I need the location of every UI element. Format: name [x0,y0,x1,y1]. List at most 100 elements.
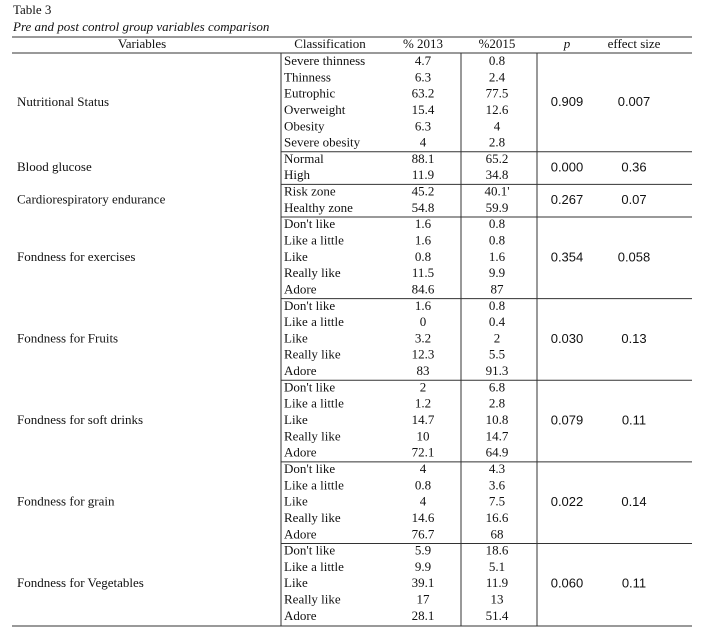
value-2013: 0.8 [415,477,431,492]
classification: Really like [284,428,341,443]
value-2015: 51.4 [486,608,509,623]
column-header: p [563,36,571,51]
value-2015: 77.5 [486,86,509,101]
p-value: 0.354 [551,249,584,264]
value-2015: 59.9 [486,200,509,215]
p-value: 0.000 [551,160,584,175]
classification: Adore [284,363,317,378]
column-header: effect size [608,36,661,51]
value-2015: 2.4 [489,69,506,84]
value-2013: 28.1 [412,608,435,623]
column-header: Classification [294,36,366,51]
value-2015: 9.9 [489,265,505,280]
classification: Really like [284,347,341,362]
value-2013: 5.9 [415,543,431,558]
value-2013: 12.3 [412,347,435,362]
value-2013: 83 [417,363,430,378]
effect-size: 0.058 [618,249,651,264]
effect-size: 0.36 [621,160,646,175]
classification: Like a little [284,314,344,329]
p-value: 0.060 [551,576,584,591]
value-2013: 0 [420,314,427,329]
classification: Like [284,494,308,509]
value-2013: 1.6 [415,233,432,248]
p-value: 0.030 [551,331,584,346]
classification: Normal [284,151,324,166]
classification: Don't like [284,543,335,558]
value-2015: 0.8 [489,298,505,313]
value-2015: 87 [491,281,505,296]
p-value: 0.909 [551,94,584,109]
value-2015: 2 [494,330,501,345]
classification: Adore [284,281,317,296]
value-2013: 4.7 [415,53,432,68]
value-2015: 10.8 [486,412,509,427]
variable-name: Cardiorespiratory endurance [17,192,166,207]
classification: Like a little [284,477,344,492]
value-2015: 0.8 [489,53,505,68]
value-2015: 5.1 [489,559,505,574]
effect-size: 0.007 [618,94,651,109]
value-2013: 3.2 [415,330,431,345]
classification: Adore [284,526,317,541]
value-2013: 4 [420,135,427,150]
classification: Severe thinness [284,53,365,68]
classification: Really like [284,265,341,280]
value-2015: 4.3 [489,461,505,476]
value-2013: 1.6 [415,216,432,231]
value-2015: 11.9 [486,575,508,590]
variable-name: Fondness for Fruits [17,330,118,345]
p-value: 0.022 [551,494,584,509]
value-2013: 45.2 [412,184,435,199]
classification: Like a little [284,233,344,248]
classification: Healthy zone [284,200,353,215]
p-value: 0.267 [551,192,584,207]
value-2015: 18.6 [486,543,509,558]
classification: Like [284,330,308,345]
value-2015: 16.6 [486,510,509,525]
effect-size: 0.13 [621,331,646,346]
value-2015: 2.8 [489,135,505,150]
value-2013: 0.8 [415,249,431,264]
classification: Like [284,249,308,264]
value-2013: 4 [420,461,427,476]
value-2015: 68 [491,526,504,541]
table-title: Table 3 [13,2,51,17]
value-2015: 1.6 [489,249,506,264]
value-2013: 84.6 [412,281,435,296]
classification: Don't like [284,461,335,476]
value-2013: 6.3 [415,69,431,84]
classification: Like [284,412,308,427]
classification: Severe obesity [284,135,361,150]
value-2013: 10 [417,428,430,443]
value-2013: 39.1 [412,575,435,590]
column-header: % 2013 [403,36,443,51]
value-2015: 6.8 [489,379,505,394]
value-2013: 15.4 [412,102,435,117]
effect-size: 0.11 [622,412,646,427]
value-2015: 34.8 [486,167,509,182]
classification: Don't like [284,379,335,394]
classification: Eutrophic [284,86,335,101]
classification: Adore [284,445,317,460]
value-2013: 88.1 [412,151,435,166]
variable-name: Fondness for exercises [17,249,135,264]
value-2013: 2 [420,379,427,394]
p-value: 0.079 [551,412,584,427]
value-2013: 76.7 [412,526,435,541]
classification: Risk zone [284,184,336,199]
classification: High [284,167,311,182]
variable-name: Blood glucose [17,159,92,174]
value-2015: 13 [491,592,504,607]
variable-name: Fondness for Vegetables [17,575,144,590]
column-header: %2015 [479,36,516,51]
value-2013: 14.7 [412,412,435,427]
value-2015: 7.5 [489,494,505,509]
classification: Really like [284,592,341,607]
value-2015: 40.1' [484,184,509,199]
classification: Overweight [284,102,346,117]
value-2015: 4 [494,118,501,133]
value-2013: 54.8 [412,200,435,215]
value-2015: 12.6 [486,102,509,117]
